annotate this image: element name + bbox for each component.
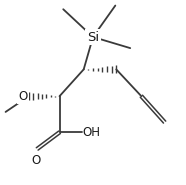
- Text: Si: Si: [87, 31, 99, 43]
- Text: O: O: [32, 154, 41, 167]
- Text: O: O: [19, 90, 28, 103]
- Text: OH: OH: [83, 126, 101, 139]
